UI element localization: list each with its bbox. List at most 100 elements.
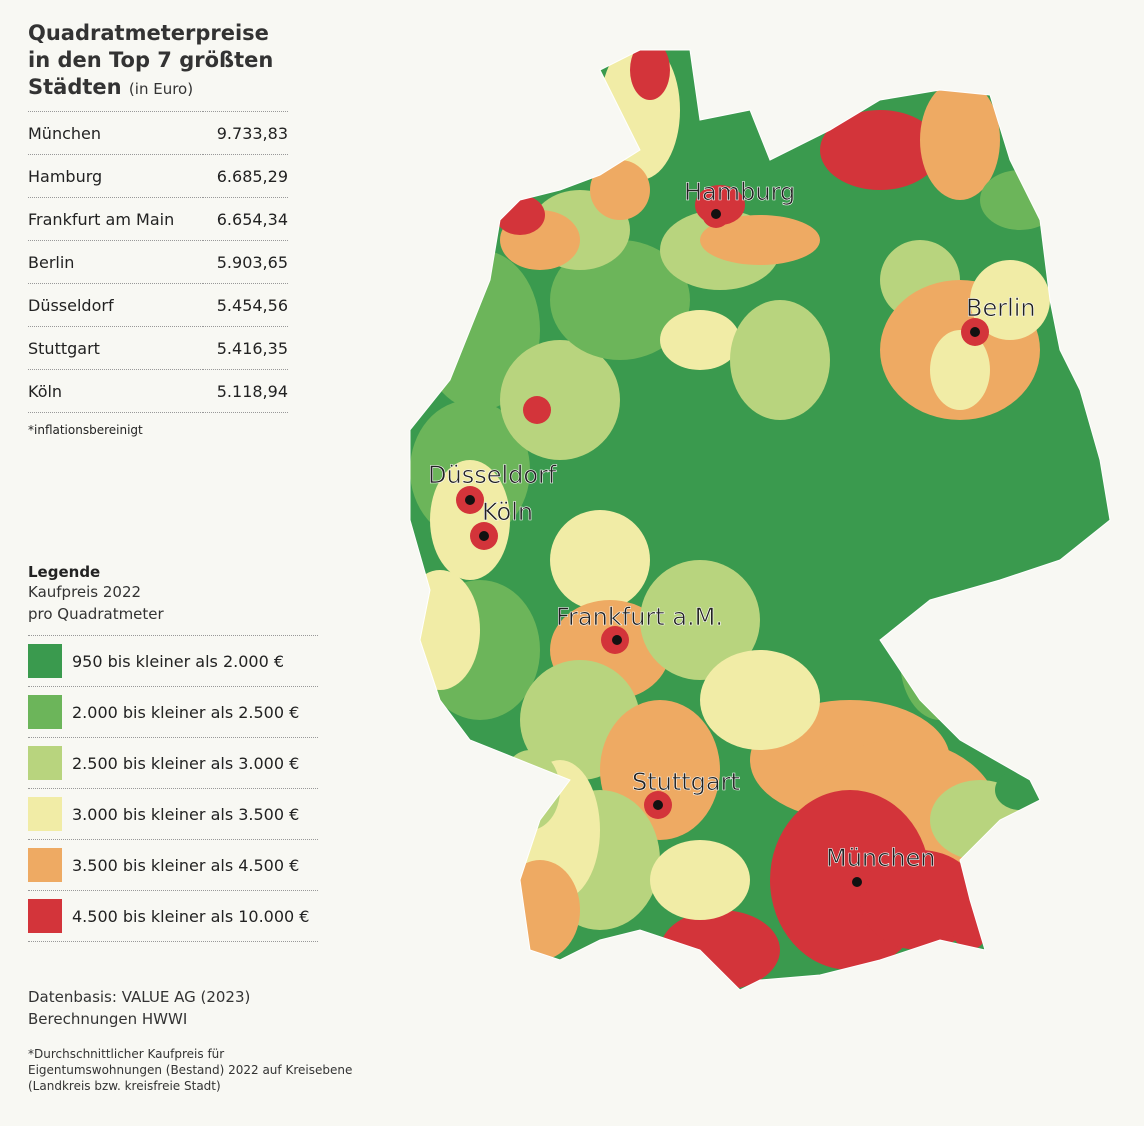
region	[630, 50, 670, 100]
region	[495, 195, 545, 235]
title-line: Städten	[28, 75, 122, 99]
city-dot	[479, 531, 489, 541]
city-name: Hamburg	[28, 154, 203, 198]
legend-item: 950 bis kleiner als 2.000 €	[28, 636, 318, 687]
region	[550, 240, 690, 360]
region	[920, 80, 1000, 200]
legend-label: 4.500 bis kleiner als 10.000 €	[72, 906, 310, 926]
legend-swatch	[28, 899, 62, 933]
city-name: Stuttgart	[28, 326, 203, 370]
legend-title: Legende	[28, 563, 101, 581]
region	[550, 510, 650, 610]
region	[900, 600, 980, 720]
region	[995, 770, 1045, 810]
legend-swatch	[28, 695, 62, 729]
city-label: Hamburg	[684, 178, 795, 206]
city-dot	[711, 209, 721, 219]
price: 5.118,94	[202, 369, 288, 413]
price: 6.685,29	[202, 154, 288, 198]
region	[500, 340, 620, 460]
region	[860, 850, 980, 950]
city-dot	[612, 635, 622, 645]
city-label: Köln	[482, 498, 533, 526]
region	[640, 560, 760, 680]
legend-label: 950 bis kleiner als 2.000 €	[72, 651, 285, 671]
city-name: Frankfurt am Main	[28, 197, 203, 241]
source: Datenbasis: VALUE AG (2023) Berechnungen…	[28, 986, 250, 1030]
legend-label: 2.000 bis kleiner als 2.500 €	[72, 702, 300, 722]
city-label: Düsseldorf	[428, 461, 557, 489]
table-row: Berlin 5.903,65	[28, 240, 288, 284]
legend-item: 3.000 bis kleiner als 3.500 €	[28, 789, 318, 840]
footnote-line: (Landkreis bzw. kreisfreie Stadt)	[28, 1079, 221, 1093]
table-row: Düsseldorf 5.454,56	[28, 283, 288, 327]
region	[660, 310, 740, 370]
legend-subtitle: pro Quadratmeter	[28, 605, 164, 623]
price: 9.733,83	[202, 111, 288, 155]
title-line: in den Top 7 größten	[28, 48, 274, 72]
info-panel: Quadratmeterpreise in den Top 7 größten …	[28, 20, 320, 437]
legend-swatch	[28, 797, 62, 831]
table-row: Hamburg 6.685,29	[28, 154, 288, 198]
legend-item: 4.500 bis kleiner als 10.000 €	[28, 891, 318, 942]
region	[410, 570, 480, 690]
source-line: Datenbasis: VALUE AG (2023)	[28, 988, 251, 1006]
table-note: *inflationsbereinigt	[28, 423, 143, 437]
region	[650, 840, 750, 920]
legend-item: 3.500 bis kleiner als 4.500 €	[28, 840, 318, 891]
region	[820, 110, 940, 190]
table-row: Köln 5.118,94	[28, 369, 288, 413]
city-name: Düsseldorf	[28, 283, 203, 327]
footnote-line: Eigentumswohnungen (Bestand) 2022 auf Kr…	[28, 1063, 353, 1077]
legend-subtitle: Kaufpreis 2022	[28, 583, 142, 601]
region	[930, 330, 990, 410]
legend: Legende Kaufpreis 2022 pro Quadratmeter …	[28, 563, 318, 942]
region	[430, 460, 510, 580]
legend-swatch	[28, 644, 62, 678]
legend-item: 2.500 bis kleiner als 3.000 €	[28, 738, 318, 789]
price: 5.454,56	[202, 283, 288, 327]
source-line: Berechnungen HWWI	[28, 1010, 188, 1028]
region	[970, 260, 1050, 340]
region	[500, 750, 560, 830]
city-label: München	[826, 844, 936, 872]
city-label: Stuttgart	[632, 768, 740, 796]
price: 5.903,65	[202, 240, 288, 284]
city-dot	[852, 877, 862, 887]
city-area	[523, 396, 551, 424]
legend-label: 3.000 bis kleiner als 3.500 €	[72, 804, 300, 824]
footnote-line: *Durchschnittlicher Kaufpreis für	[28, 1047, 225, 1061]
city-name: Berlin	[28, 240, 203, 284]
title: Quadratmeterpreise in den Top 7 größten …	[28, 20, 320, 103]
price: 5.416,35	[202, 326, 288, 370]
region	[700, 650, 820, 750]
legend-swatch	[28, 848, 62, 882]
legend-swatch	[28, 746, 62, 780]
footnote: *Durchschnittlicher Kaufpreis für Eigent…	[28, 1046, 352, 1094]
city-name: Köln	[28, 369, 203, 413]
legend-label: 3.500 bis kleiner als 4.500 €	[72, 855, 300, 875]
region	[730, 300, 830, 420]
city-name: München	[28, 111, 203, 155]
legend-items: 950 bis kleiner als 2.000 € 2.000 bis kle…	[28, 635, 318, 942]
price-table: München 9.733,83 Hamburg 6.685,29 Frankfurt …	[28, 111, 288, 413]
legend-label: 2.500 bis kleiner als 3.000 €	[72, 753, 300, 773]
city-label: Berlin	[966, 294, 1036, 322]
table-row: Frankfurt am Main 6.654,34	[28, 197, 288, 241]
price: 6.654,34	[202, 197, 288, 241]
table-row: Stuttgart 5.416,35	[28, 326, 288, 370]
region	[700, 215, 820, 265]
legend-item: 2.000 bis kleiner als 2.500 €	[28, 687, 318, 738]
title-unit: (in Euro)	[128, 80, 194, 98]
title-line: Quadratmeterpreise	[28, 21, 269, 45]
city-dot	[970, 327, 980, 337]
city-label: Frankfurt a.M.	[556, 603, 723, 631]
region	[660, 910, 780, 990]
city-dot	[465, 495, 475, 505]
region	[590, 160, 650, 220]
city-dot	[653, 800, 663, 810]
region	[500, 860, 580, 960]
table-row: München 9.733,83	[28, 111, 288, 155]
